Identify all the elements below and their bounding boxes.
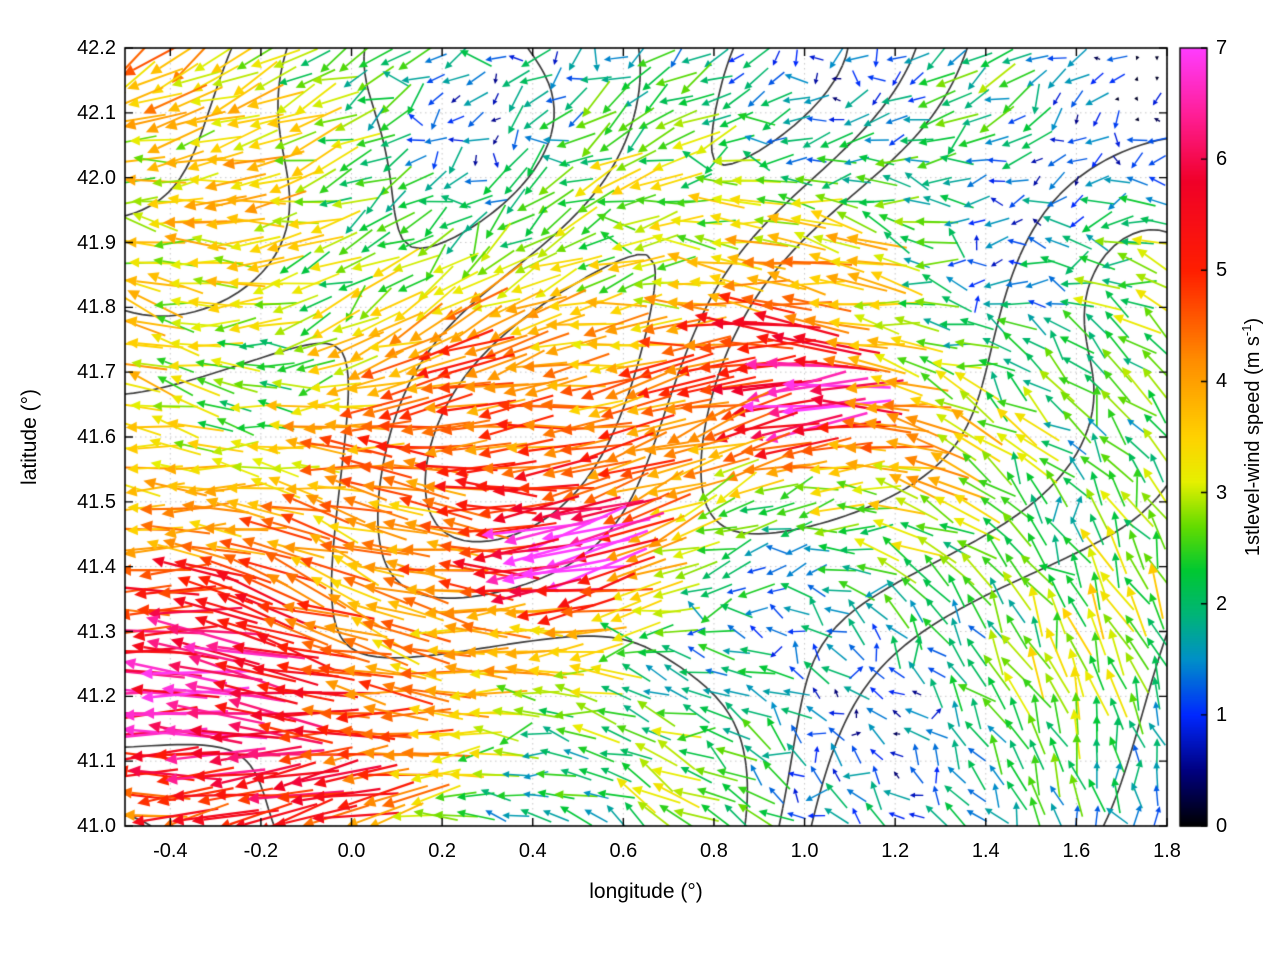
y-tick-label: 41.6 <box>77 426 116 448</box>
y-axis-label: latitude (°) <box>18 389 41 485</box>
y-tick-label: 41.9 <box>77 231 116 254</box>
colorbar-tick-label: 2 <box>1216 592 1228 615</box>
y-tick-label: 41.1 <box>77 750 116 773</box>
x-tick-label: 1.6 <box>1062 840 1091 862</box>
y-tick-label: 41.0 <box>77 815 116 837</box>
colorbar-tick-label: 1 <box>1216 703 1228 726</box>
colorbar-tick-label: 7 <box>1216 37 1228 59</box>
colorbar-tick-label: 3 <box>1216 481 1228 504</box>
x-tick-label: 1.4 <box>971 840 1000 862</box>
x-tick-label: 0.6 <box>609 840 638 862</box>
y-tick-label: 41.5 <box>77 490 116 513</box>
colorbar-tick-label: 0 <box>1216 815 1228 837</box>
x-tick-label: 1.8 <box>1153 840 1181 862</box>
y-tick-label: 41.3 <box>77 620 116 643</box>
y-tick-label: 41.7 <box>77 361 116 384</box>
colorbar-tick-label: 6 <box>1216 148 1228 171</box>
colorbar-tick-label: 5 <box>1216 259 1228 282</box>
y-tick-label: 42.1 <box>77 101 116 124</box>
y-tick-label: 41.2 <box>77 685 116 708</box>
x-tick-label: 1.2 <box>881 840 910 862</box>
y-tick-label: 41.8 <box>77 296 116 319</box>
x-tick-label: 0.2 <box>428 840 457 862</box>
y-tick-label: 42.2 <box>77 37 116 59</box>
x-tick-label: 0.4 <box>518 840 547 862</box>
y-tick-label: 41.4 <box>77 555 116 578</box>
x-axis-label: longitude (°) <box>589 880 703 903</box>
colorbar-tick-label: 4 <box>1216 370 1228 393</box>
colorbar-label-prefix: 1stlevel-wind speed (m s <box>1241 336 1264 557</box>
x-tick-label: 0.8 <box>700 840 728 862</box>
colorbar-label: 1stlevel-wind speed (m s-1) <box>1239 318 1265 556</box>
x-tick-label: 1.0 <box>790 840 819 862</box>
x-tick-label: 0.0 <box>337 840 366 862</box>
y-tick-label: 42.0 <box>77 166 116 189</box>
x-tick-label: -0.4 <box>153 840 188 862</box>
colorbar-label-exponent: -1 <box>1239 324 1255 337</box>
colorbar-label-suffix: ) <box>1241 317 1264 325</box>
x-tick-label: -0.2 <box>243 840 279 862</box>
